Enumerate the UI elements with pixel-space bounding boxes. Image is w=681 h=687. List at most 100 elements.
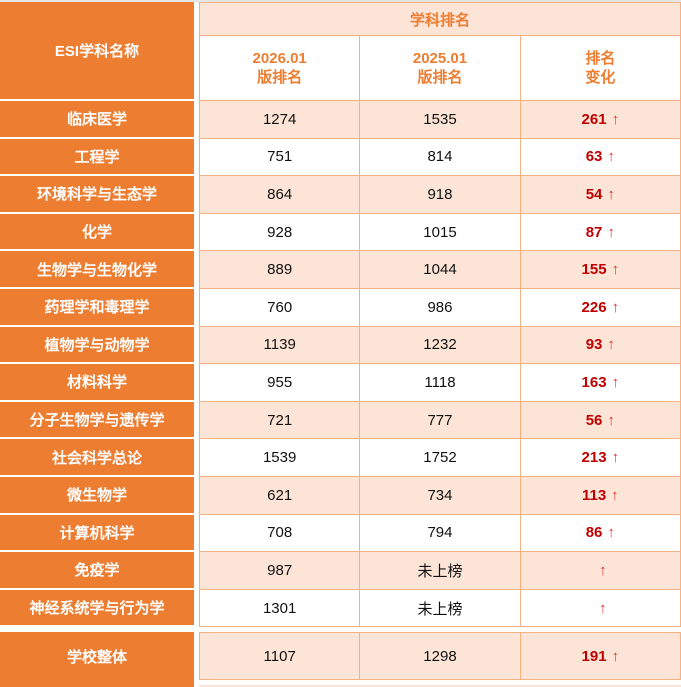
rank-2025-cell: 1298 [360, 632, 521, 681]
table-row: 社会科学总论 1539 1752 213 ↑ [0, 439, 681, 477]
column-gap [194, 176, 199, 214]
table-row: 药理学和毒理学 760 986 226 ↑ [0, 288, 681, 327]
column-header-line: 变化 [585, 69, 616, 86]
column-gap [194, 213, 199, 252]
rank-2025-cell: 1044 [360, 251, 521, 289]
column-header-2026: 2026.01 版排名 [199, 36, 361, 101]
table-row: 化学 928 1015 87 ↑ [0, 213, 681, 252]
rank-2026-cell: 721 [199, 401, 361, 440]
rank-change-cell: ↑ [520, 552, 681, 590]
table-row: 环境科学与生态学 864 918 54 ↑ [0, 176, 681, 214]
cut-off-bottom-row [0, 680, 681, 687]
up-arrow-icon: ↑ [611, 261, 620, 279]
table-row: 分子生物学与遗传学 721 777 56 ↑ [0, 401, 681, 440]
rank-2026-cell: 1139 [199, 326, 361, 365]
up-arrow-icon: ↑ [599, 561, 607, 579]
column-header-line: 版排名 [257, 69, 303, 86]
rank-2025-cell: 777 [360, 401, 521, 440]
rank-change-cell: 113 ↑ [520, 476, 681, 515]
rank-2026-cell: 621 [199, 476, 361, 515]
subject-name-cell: 生物学与生物化学 [0, 251, 194, 289]
up-arrow-icon: ↑ [611, 298, 620, 316]
change-value: 261 [581, 110, 607, 128]
up-arrow-icon: ↑ [607, 524, 615, 542]
orange-column-tail [0, 680, 194, 687]
subject-name-cell: 植物学与动物学 [0, 326, 194, 365]
section-divider [0, 627, 681, 633]
rank-change-cell: 261 ↑ [520, 101, 681, 139]
up-arrow-icon: ↑ [611, 449, 620, 467]
rank-2026-cell: 1539 [199, 439, 361, 477]
subheader-row: 2026.01 版排名 2025.01 版排名 排名 变化 [199, 36, 681, 101]
column-header-line: 2025.01 [412, 50, 468, 67]
column-header-change: 排名 变化 [520, 36, 681, 101]
table-header: ESI学科名称 学科排名 2026.01 版排名 2025.01 版排名 排名 … [0, 2, 681, 101]
subject-name-cell: 药理学和毒理学 [0, 288, 194, 327]
up-arrow-icon: ↑ [607, 185, 615, 203]
change-value: 56 [585, 411, 603, 429]
rank-change-cell: 86 ↑ [520, 514, 681, 553]
column-gap [194, 476, 199, 515]
rank-2026-cell: 708 [199, 514, 361, 553]
rank-2026-cell: 928 [199, 213, 361, 252]
subject-name-cell: 免疫学 [0, 552, 194, 590]
change-value: 226 [581, 298, 607, 316]
rank-2026-cell: 889 [199, 251, 361, 289]
table-row: 免疫学 987 未上榜 ↑ [0, 552, 681, 590]
rank-2026-cell: 864 [199, 176, 361, 214]
rank-2025-cell: 734 [360, 476, 521, 515]
rank-change-cell: 155 ↑ [520, 251, 681, 289]
rank-2025-cell: 未上榜 [360, 589, 521, 628]
change-value: 113 [581, 486, 607, 504]
rank-2026-cell: 751 [199, 138, 361, 177]
change-value: 87 [585, 223, 603, 241]
rank-2026-cell: 955 [199, 364, 361, 402]
rank-2025-cell: 未上榜 [360, 552, 521, 590]
subject-name-cell: 计算机科学 [0, 514, 194, 553]
up-arrow-icon: ↑ [611, 373, 620, 391]
rank-change-cell: 87 ↑ [520, 213, 681, 252]
rank-2025-cell: 794 [360, 514, 521, 553]
subject-name-cell: 环境科学与生态学 [0, 176, 194, 214]
up-arrow-icon: ↑ [607, 336, 615, 354]
up-arrow-icon: ↑ [599, 599, 607, 617]
rank-2025-cell: 1118 [360, 364, 521, 402]
column-gap [194, 138, 199, 177]
rank-change-cell: 63 ↑ [520, 138, 681, 177]
up-arrow-icon: ↑ [607, 411, 615, 429]
next-row-sliver [199, 685, 681, 687]
column-gap [194, 552, 199, 590]
top-margin-strip [0, 0, 681, 2]
column-gap [194, 514, 199, 553]
rank-2025-cell: 918 [360, 176, 521, 214]
rank-change-cell: 93 ↑ [520, 326, 681, 365]
column-gap [194, 401, 199, 440]
change-value: 155 [581, 261, 607, 279]
rank-2026-cell: 1301 [199, 589, 361, 628]
change-value: 213 [581, 449, 607, 467]
subject-name-cell: 化学 [0, 213, 194, 252]
table-row: 神经系统学与行为学 1301 未上榜 ↑ [0, 589, 681, 628]
table-body: 临床医学 1274 1535 261 ↑ 工程学 751 814 63 ↑ 环境… [0, 101, 681, 628]
column-gap [194, 364, 199, 402]
column-gap [194, 2, 199, 101]
table-row: 材料科学 955 1118 163 ↑ [0, 364, 681, 402]
subject-name-cell: 分子生物学与遗传学 [0, 401, 194, 440]
rank-change-cell: 54 ↑ [520, 176, 681, 214]
rank-2025-cell: 986 [360, 288, 521, 327]
subject-name-cell: 临床医学 [0, 101, 194, 139]
subject-name-cell: 微生物学 [0, 476, 194, 515]
rank-2026-cell: 1274 [199, 101, 361, 139]
up-arrow-icon: ↑ [611, 486, 619, 504]
up-arrow-icon: ↑ [611, 110, 620, 128]
column-header-line: 排名 [585, 50, 616, 67]
table-row: 生物学与生物化学 889 1044 155 ↑ [0, 251, 681, 289]
subject-name-cell: 社会科学总论 [0, 439, 194, 477]
change-value: 163 [581, 373, 607, 391]
rank-2025-cell: 1232 [360, 326, 521, 365]
change-value: 54 [585, 185, 603, 203]
column-gap [194, 251, 199, 289]
change-value: 86 [585, 524, 603, 542]
bottom-edge-area [199, 680, 681, 687]
